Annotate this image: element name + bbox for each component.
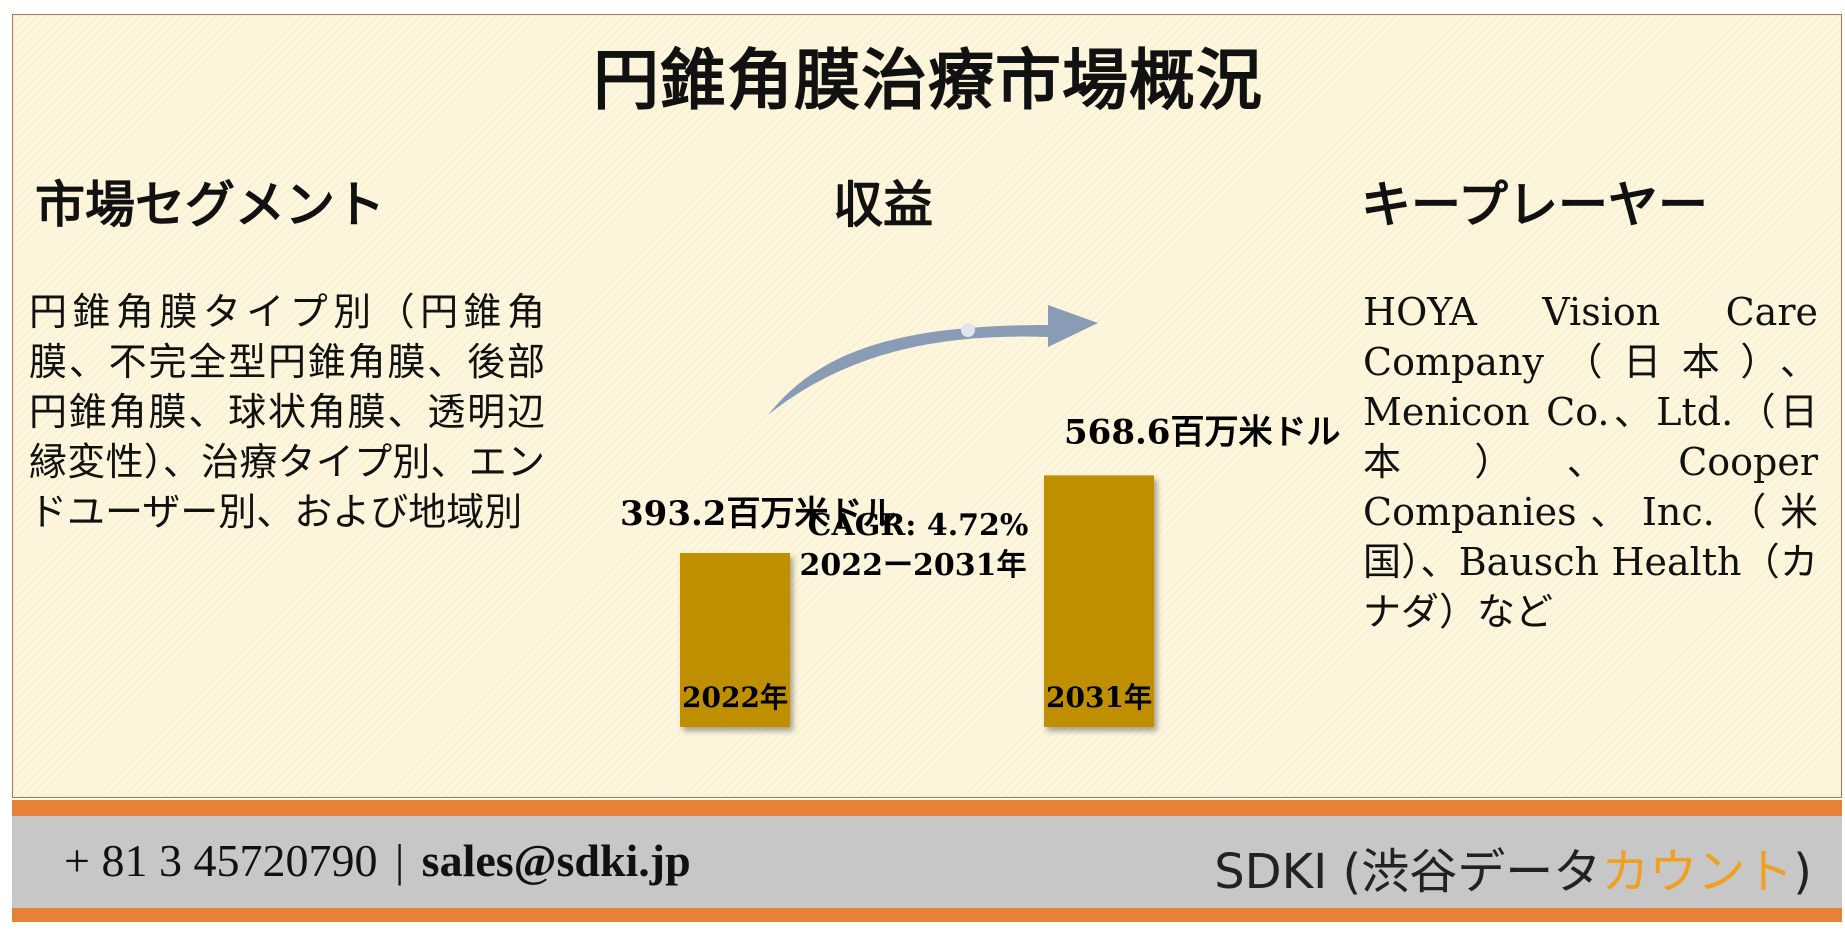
- cagr-period-label: 2022ー2031年: [800, 548, 1027, 583]
- page-title: 円錐角膜治療市場概況: [593, 41, 1263, 119]
- company-name: SDKI (渋谷データカウント): [1214, 832, 1812, 902]
- company-name-close: ): [1793, 844, 1812, 900]
- segment-description: 円錐角膜タイプ別（円錐角膜、不完全型円錐角膜、後部円錐角膜、球状角膜、透明辺縁変…: [29, 290, 545, 534]
- growth-arrow-icon: [768, 305, 1098, 415]
- key-players-heading: キープレーヤー: [1361, 175, 1708, 234]
- segment-heading: 市場セグメント: [35, 175, 385, 234]
- revenue-chart: 2022年 393.2百万米ドル 2031年 568.6百万米ドル CAGR: 4.7…: [620, 305, 1340, 727]
- footer-bar: + 81 3 45720790 | sales@sdki.jp SDKI (渋谷…: [12, 816, 1842, 908]
- category-label: 2031年: [1046, 681, 1152, 714]
- company-name-main: SDKI (渋谷データ: [1214, 844, 1602, 900]
- revenue-heading: 収益: [833, 175, 933, 234]
- email-link[interactable]: sales@sdki.jp: [421, 835, 691, 886]
- company-name-accent: カウント: [1601, 844, 1794, 900]
- category-label: 2022年: [682, 681, 788, 714]
- contact-separator: |: [394, 835, 405, 886]
- arrow-dot-icon: [961, 323, 975, 337]
- content-panel: 円錐角膜治療市場概況 市場セグメント 収益 キープレーヤー 円錐角膜タイプ別（円…: [12, 14, 1842, 798]
- footer-accent-stripe: [12, 800, 1842, 816]
- cagr-label: CAGR: 4.72%: [808, 508, 1029, 543]
- value-label: 393.2百万米ドル: [620, 494, 896, 534]
- bar-2022年: [680, 553, 790, 727]
- bar-2031年: [1044, 475, 1154, 727]
- value-label: 568.6百万米ドル: [1064, 412, 1340, 452]
- phone-number[interactable]: + 81 3 45720790: [64, 835, 378, 886]
- footer-bottom-stripe: [12, 908, 1842, 922]
- key-players-description: HOYA Vision Care Company（日本）、Menicon Co.…: [1363, 290, 1818, 634]
- contact-info: + 81 3 45720790 | sales@sdki.jp: [64, 834, 691, 887]
